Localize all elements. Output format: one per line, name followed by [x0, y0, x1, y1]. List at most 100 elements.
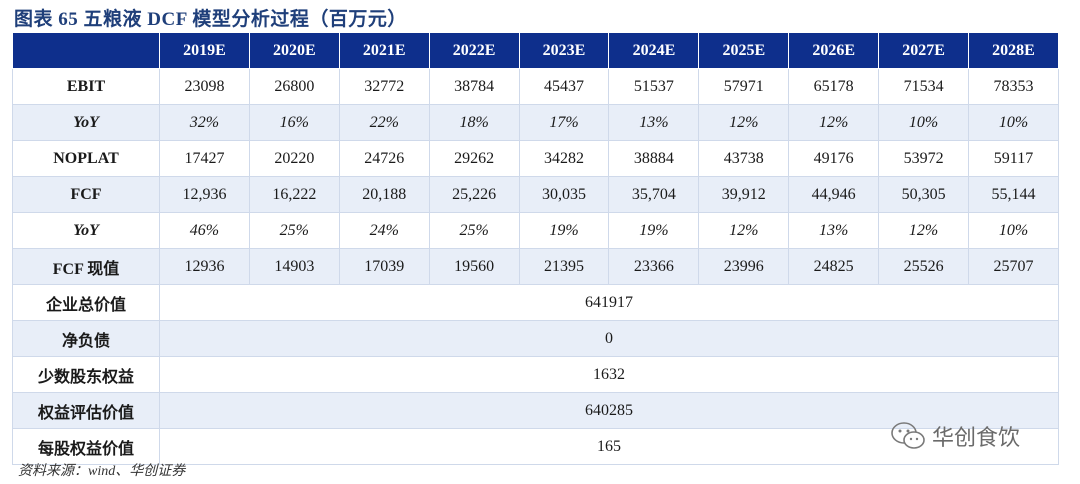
table-cell: 26800 — [248, 68, 340, 105]
table-cell: 43738 — [698, 140, 790, 177]
header-year-cell: 2020E — [248, 32, 340, 69]
table-cell: 44,946 — [788, 176, 880, 213]
table-cell: 20220 — [248, 140, 340, 177]
table-cell: 22% — [338, 104, 430, 141]
summary-value: 641917 — [159, 284, 1059, 321]
table-cell: 32% — [159, 104, 250, 141]
table-cell: 24825 — [788, 248, 880, 285]
source-note: 资料来源：wind、华创证券 — [18, 464, 186, 479]
table-row: YoY 46% 25% 24% 25% 19% 19% 12% 13% 12% 10% — [12, 212, 1059, 249]
table-cell: 57971 — [698, 68, 790, 105]
table-cell: 12% — [698, 212, 790, 249]
table-cell: 19% — [518, 212, 610, 249]
header-year-cell: 2027E — [878, 32, 970, 69]
table-cell: 18% — [428, 104, 520, 141]
table-cell: 25% — [428, 212, 520, 249]
watermark: 华创食饮 — [890, 420, 1020, 452]
header-year-cell: 2024E — [608, 32, 700, 69]
table-cell: 38884 — [608, 140, 700, 177]
table-cell: 14903 — [248, 248, 340, 285]
summary-label: 净负债 — [12, 320, 160, 357]
table-cell: 19560 — [428, 248, 520, 285]
table-cell: 12% — [878, 212, 970, 249]
table-cell: 12% — [698, 104, 790, 141]
table-cell: 23366 — [608, 248, 700, 285]
row-label: NOPLAT — [12, 140, 160, 177]
table-cell: 32772 — [338, 68, 430, 105]
table-cell: 10% — [878, 104, 970, 141]
row-label: YoY — [12, 212, 160, 249]
figure-title: 图表 65 五粮液 DCF 模型分析过程（百万元） — [14, 9, 407, 30]
table-cell: 53972 — [878, 140, 970, 177]
header-year-cell: 2026E — [788, 32, 880, 69]
table-cell: 38784 — [428, 68, 520, 105]
summary-label: 权益评估价值 — [12, 392, 160, 429]
table-cell: 16% — [248, 104, 340, 141]
table-cell: 12% — [788, 104, 880, 141]
summary-row: 少数股东权益 1632 — [12, 356, 1059, 393]
table-cell: 65178 — [788, 68, 880, 105]
table-row: EBIT 23098 26800 32772 38784 45437 51537 57971 6… — [12, 68, 1059, 105]
table-cell: 17427 — [159, 140, 250, 177]
header-year-cell: 2022E — [428, 32, 520, 69]
table-cell: 21395 — [518, 248, 610, 285]
table-cell: 13% — [788, 212, 880, 249]
table-cell: 12,936 — [159, 176, 250, 213]
wechat-icon — [891, 422, 925, 449]
table-cell: 34282 — [518, 140, 610, 177]
table-cell: 19% — [608, 212, 700, 249]
dcf-table: 2019E 2020E 2021E 2022E 2023E 2024E 2025… — [12, 32, 1059, 465]
table-cell: 25526 — [878, 248, 970, 285]
row-label: FCF 现值 — [12, 248, 160, 285]
table-cell: 24726 — [338, 140, 430, 177]
header-year-cell: 2025E — [698, 32, 790, 69]
summary-label: 少数股东权益 — [12, 356, 160, 393]
summary-value: 1632 — [159, 356, 1059, 393]
header-year-cell: 2021E — [338, 32, 430, 69]
table-cell: 49176 — [788, 140, 880, 177]
table-cell: 25,226 — [428, 176, 520, 213]
table-cell: 17039 — [338, 248, 430, 285]
row-label: YoY — [12, 104, 160, 141]
table-cell: 78353 — [968, 68, 1059, 105]
table-cell: 23996 — [698, 248, 790, 285]
summary-label: 每股权益价值 — [12, 428, 160, 465]
summary-row: 净负债 0 — [12, 320, 1059, 357]
table-row: FCF 12,936 16,222 20,188 25,226 30,035 35,704 3… — [12, 176, 1059, 213]
table-cell: 55,144 — [968, 176, 1059, 213]
table-cell: 39,912 — [698, 176, 790, 213]
table-cell: 25707 — [968, 248, 1059, 285]
table-cell: 16,222 — [248, 176, 340, 213]
table-cell: 51537 — [608, 68, 700, 105]
row-label: FCF — [12, 176, 160, 213]
table-cell: 29262 — [428, 140, 520, 177]
table-cell: 35,704 — [608, 176, 700, 213]
table-cell: 50,305 — [878, 176, 970, 213]
table-row: NOPLAT 17427 20220 24726 29262 34282 38884 4373… — [12, 140, 1059, 177]
table-cell: 71534 — [878, 68, 970, 105]
table-row: FCF 现值 12936 14903 17039 19560 21395 23366 2399… — [12, 248, 1059, 285]
table-cell: 12936 — [159, 248, 250, 285]
header-row: 2019E 2020E 2021E 2022E 2023E 2024E 2025… — [12, 32, 1059, 69]
table-cell: 30,035 — [518, 176, 610, 213]
summary-row: 企业总价值 641917 — [12, 284, 1059, 321]
table-cell: 10% — [968, 104, 1059, 141]
summary-label: 企业总价值 — [12, 284, 160, 321]
table-cell: 59117 — [968, 140, 1059, 177]
table-row: YoY 32% 16% 22% 18% 17% 13% 12% 12% 10% 10% — [12, 104, 1059, 141]
header-corner-cell — [12, 32, 160, 69]
header-year-cell: 2023E — [518, 32, 610, 69]
table-cell: 24% — [338, 212, 430, 249]
table-cell: 25% — [248, 212, 340, 249]
table-cell: 10% — [968, 212, 1059, 249]
summary-value: 0 — [159, 320, 1059, 357]
header-year-cell: 2028E — [968, 32, 1059, 69]
table-cell: 13% — [608, 104, 700, 141]
table-cell: 46% — [159, 212, 250, 249]
table-cell: 17% — [518, 104, 610, 141]
header-year-cell: 2019E — [159, 32, 250, 69]
table-cell: 20,188 — [338, 176, 430, 213]
table-cell: 23098 — [159, 68, 250, 105]
watermark-text: 华创食饮 — [932, 426, 1021, 451]
row-label: EBIT — [12, 68, 160, 105]
